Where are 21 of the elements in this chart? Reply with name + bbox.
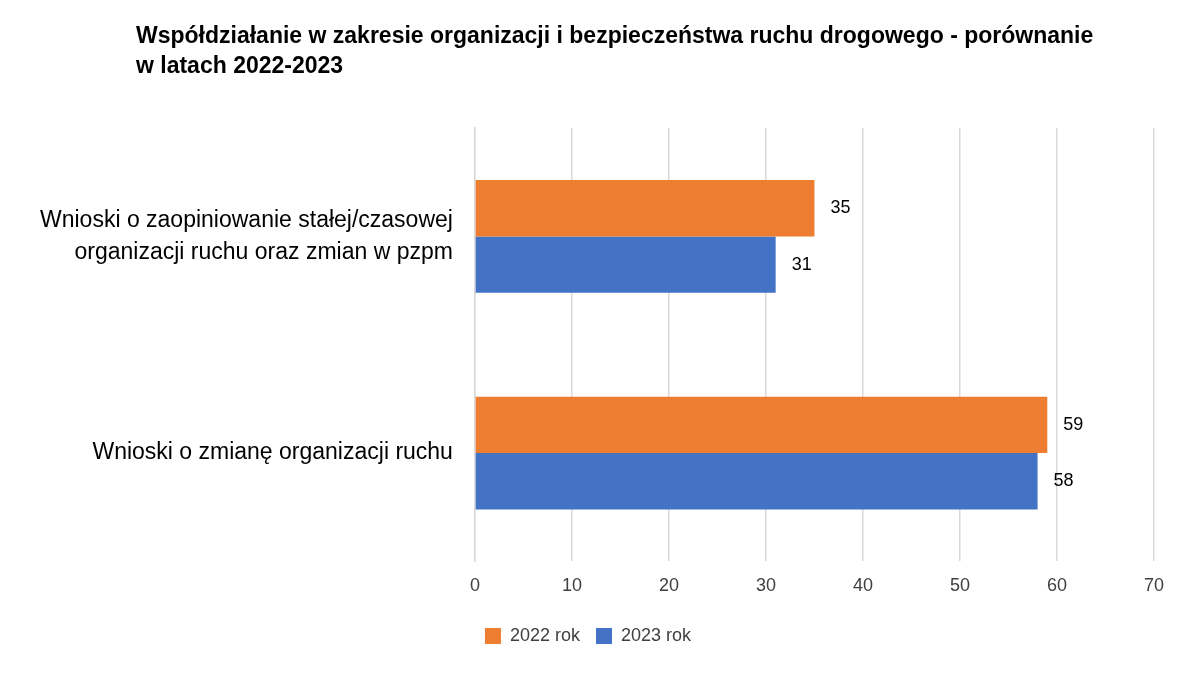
legend-label: 2023 rok	[621, 624, 693, 645]
data-label: 35	[830, 197, 851, 218]
bar	[475, 236, 776, 293]
x-tick-label: 30	[755, 575, 776, 596]
x-tick-label: 50	[949, 575, 970, 596]
y-tick-label: Wnioski o zaopiniowanie stałej/czasowej organizacji ruchu oraz zmian w pzpm	[40, 205, 453, 264]
legend-label: 2022 rok	[509, 624, 581, 645]
y-tick-label: Wnioski o zmianę organizacji ruchu	[92, 438, 453, 465]
x-tick-label: 60	[1046, 575, 1067, 596]
data-label: 31	[791, 253, 812, 274]
bar	[475, 453, 1038, 510]
x-tick-label: 20	[658, 575, 679, 596]
chart-title: Współdziałanie w zakresie organizacji i bezpieczeństwa ruchu drogowego - porównanie w latach 2022-2023	[136, 21, 1095, 80]
x-tick-label: 0	[469, 575, 480, 596]
x-tick-label: 40	[852, 575, 873, 596]
x-tick-label: 10	[561, 575, 582, 596]
x-tick-label: 70	[1143, 575, 1164, 596]
bar	[475, 180, 815, 237]
bar	[475, 396, 1048, 454]
data-label: 58	[1053, 470, 1074, 491]
data-label: 59	[1063, 413, 1084, 434]
